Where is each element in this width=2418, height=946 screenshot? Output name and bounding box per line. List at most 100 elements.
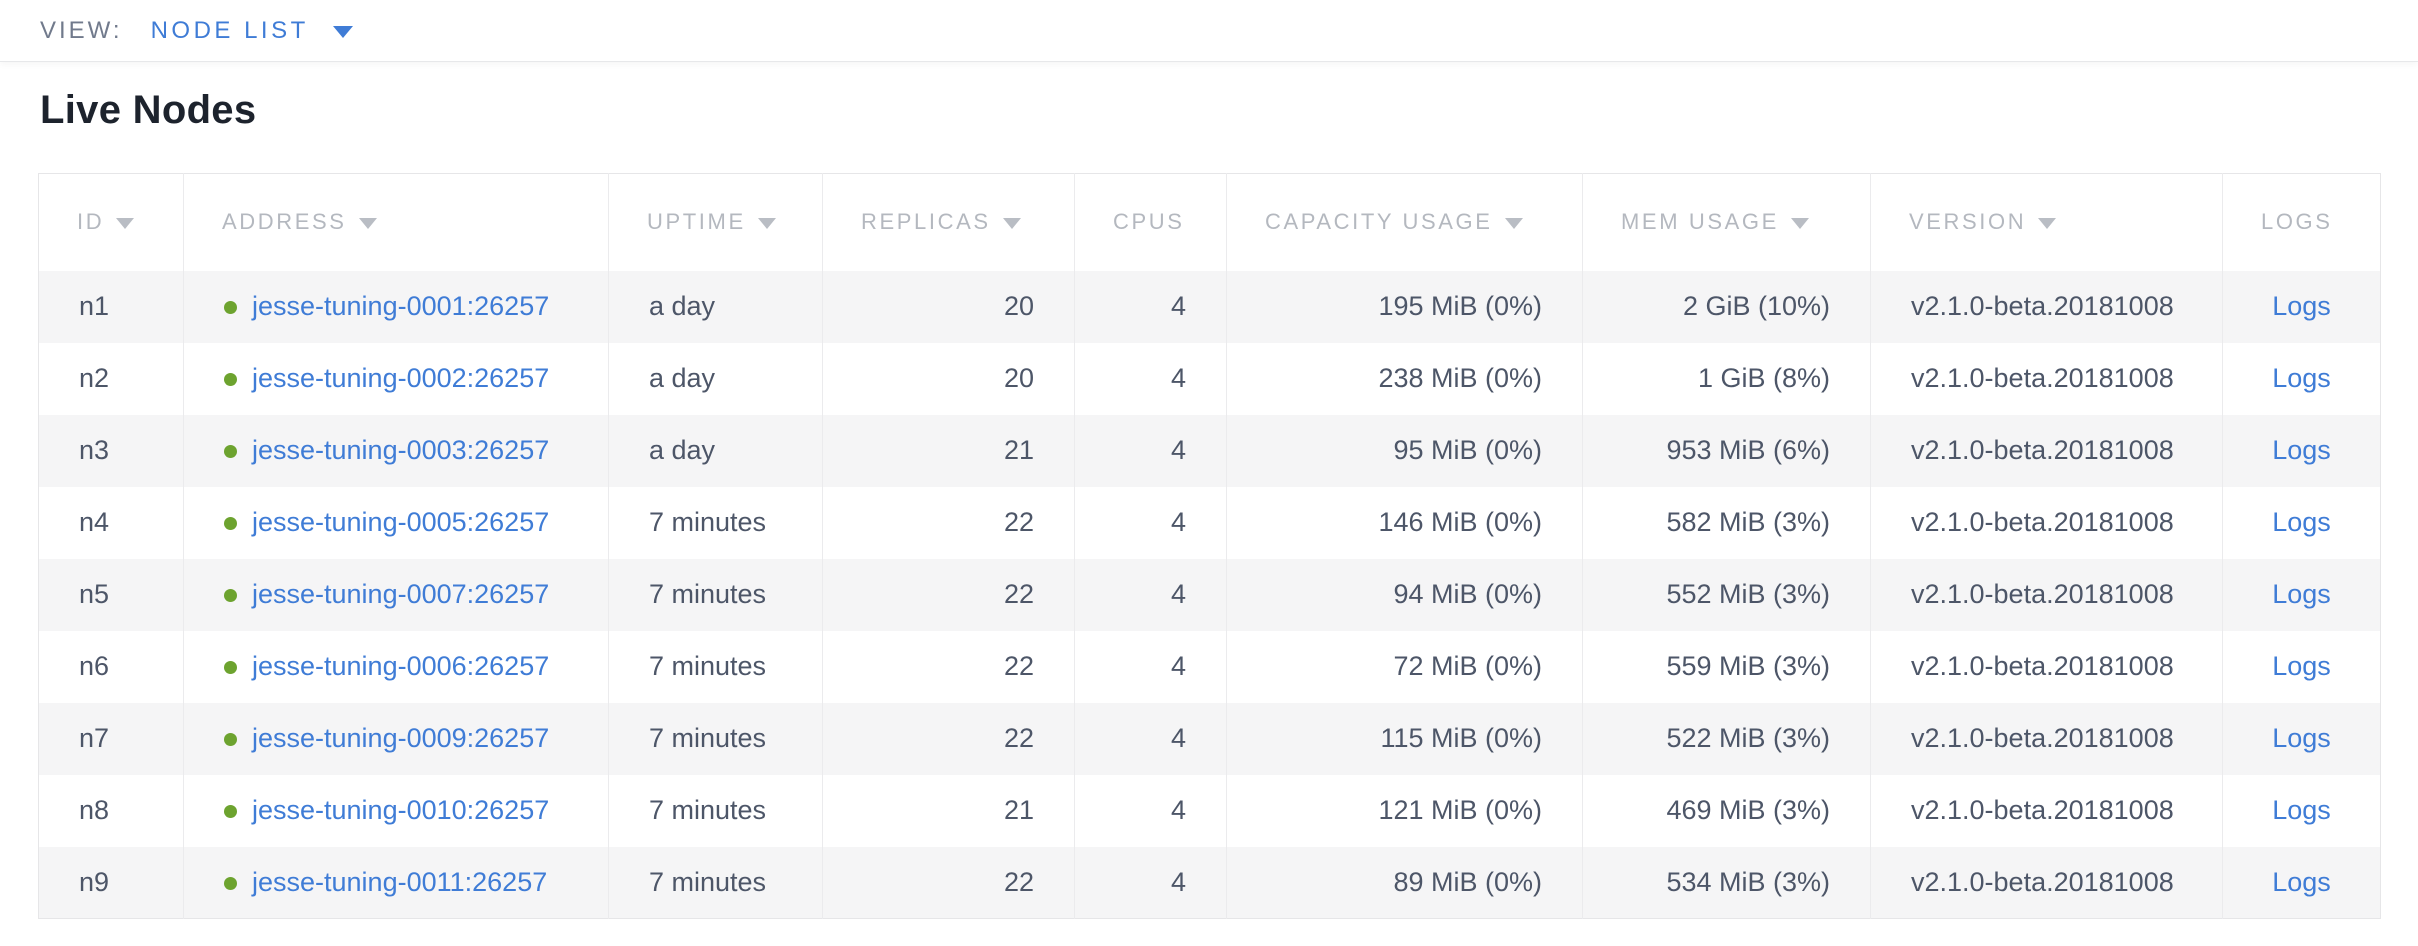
column-header-label: UPTIME	[647, 209, 746, 235]
column-header-capacity_usage[interactable]: CAPACITY USAGE	[1226, 173, 1583, 271]
cell-id: n5	[38, 558, 184, 631]
node-health-dot-icon	[224, 301, 237, 314]
column-header-version[interactable]: VERSION	[1870, 173, 2223, 271]
node-address-link[interactable]: jesse-tuning-0006:26257	[252, 651, 550, 681]
logs-link[interactable]: Logs	[2272, 507, 2331, 537]
cell-cpus: 4	[1074, 486, 1227, 559]
node-address-link[interactable]: jesse-tuning-0009:26257	[252, 723, 550, 753]
sort-arrow-icon	[2038, 218, 2057, 230]
cell-logs: Logs	[2223, 703, 2381, 775]
logs-link[interactable]: Logs	[2272, 795, 2331, 825]
cell-replicas: 22	[822, 702, 1075, 775]
cell-mem_usage: 552 MiB (3%)	[1582, 558, 1871, 631]
table-row: n6 jesse-tuning-0006:26257 7 minutes 22 4 72 …	[38, 630, 2381, 703]
node-address-link[interactable]: jesse-tuning-0001:26257	[252, 291, 550, 321]
cell-replicas: 22	[822, 558, 1075, 631]
cell-address: jesse-tuning-0005:26257	[183, 486, 609, 559]
logs-link[interactable]: Logs	[2272, 363, 2331, 393]
sort-arrow-icon	[1504, 218, 1523, 230]
cell-replicas: 20	[822, 342, 1075, 415]
table-row: n3 jesse-tuning-0003:26257 a day 21 4 95 MiB …	[38, 414, 2381, 487]
cell-capacity_usage: 195 MiB (0%)	[1226, 270, 1583, 343]
cell-mem_usage: 534 MiB (3%)	[1582, 846, 1871, 919]
cell-id: n8	[38, 774, 184, 847]
logs-link[interactable]: Logs	[2272, 723, 2331, 753]
node-health-dot-icon	[224, 661, 237, 674]
logs-link[interactable]: Logs	[2272, 435, 2331, 465]
cell-id: n7	[38, 702, 184, 775]
node-address-link[interactable]: jesse-tuning-0010:26257	[252, 795, 550, 825]
table-row: n2 jesse-tuning-0002:26257 a day 20 4 238 MiB…	[38, 342, 2381, 415]
table-row: n4 jesse-tuning-0005:26257 7 minutes 22 4 146…	[38, 486, 2381, 559]
column-header-uptime[interactable]: UPTIME	[608, 173, 823, 271]
sort-arrow-icon	[1790, 218, 1809, 230]
column-header-logs: LOGS	[2222, 173, 2381, 271]
cell-address: jesse-tuning-0011:26257	[183, 846, 609, 919]
live-nodes-table: ID ADDRESS UPTIME REPLICAS CPUS CAPACITY USAG…	[38, 173, 2381, 919]
node-address-link[interactable]: jesse-tuning-0007:26257	[252, 579, 550, 609]
view-label: VIEW:	[40, 16, 123, 44]
view-mode-dropdown[interactable]: NODE LIST	[151, 17, 353, 45]
column-header-label: ADDRESS	[222, 209, 347, 235]
node-address-link[interactable]: jesse-tuning-0002:26257	[252, 363, 550, 393]
cell-id: n6	[38, 630, 184, 703]
column-header-label: ID	[77, 209, 105, 235]
cell-version: v2.1.0-beta.20181008	[1870, 414, 2223, 487]
cell-mem_usage: 953 MiB (6%)	[1582, 414, 1871, 487]
logs-link[interactable]: Logs	[2272, 579, 2331, 609]
column-header-mem_usage[interactable]: MEM USAGE	[1582, 173, 1871, 271]
cell-uptime: 7 minutes	[608, 774, 823, 847]
cell-cpus: 4	[1074, 630, 1227, 703]
column-header-id[interactable]: ID	[38, 173, 184, 271]
node-address-link[interactable]: jesse-tuning-0003:26257	[252, 435, 550, 465]
column-header-label: LOGS	[2261, 209, 2333, 235]
cell-cpus: 4	[1074, 342, 1227, 415]
cell-replicas: 21	[822, 774, 1075, 847]
column-header-label: MEM USAGE	[1621, 209, 1779, 235]
cell-address: jesse-tuning-0002:26257	[183, 342, 609, 415]
cell-mem_usage: 559 MiB (3%)	[1582, 630, 1871, 703]
column-header-replicas[interactable]: REPLICAS	[822, 173, 1075, 271]
column-header-label: CAPACITY USAGE	[1265, 209, 1493, 235]
cell-id: n4	[38, 486, 184, 559]
cell-version: v2.1.0-beta.20181008	[1870, 342, 2223, 415]
cell-logs: Logs	[2223, 847, 2381, 919]
node-address-link[interactable]: jesse-tuning-0005:26257	[252, 507, 550, 537]
view-mode-bar: VIEW: NODE LIST	[0, 0, 2418, 62]
cell-address: jesse-tuning-0006:26257	[183, 630, 609, 703]
cell-mem_usage: 522 MiB (3%)	[1582, 702, 1871, 775]
node-health-dot-icon	[224, 517, 237, 530]
cell-mem_usage: 1 GiB (8%)	[1582, 342, 1871, 415]
cell-mem_usage: 2 GiB (10%)	[1582, 270, 1871, 343]
logs-link[interactable]: Logs	[2272, 651, 2331, 681]
cell-uptime: a day	[608, 414, 823, 487]
column-header-label: CPUS	[1113, 209, 1185, 235]
table-row: n7 jesse-tuning-0009:26257 7 minutes 22 4 115…	[38, 702, 2381, 775]
column-header-address[interactable]: ADDRESS	[183, 173, 609, 271]
table-header: ID ADDRESS UPTIME REPLICAS CPUS CAPACITY USAG…	[38, 173, 2381, 271]
node-address-link[interactable]: jesse-tuning-0011:26257	[252, 866, 548, 897]
sort-arrow-icon	[116, 218, 135, 230]
node-health-dot-icon	[224, 445, 237, 458]
cell-capacity_usage: 115 MiB (0%)	[1226, 702, 1583, 775]
cell-address: jesse-tuning-0001:26257	[183, 270, 609, 343]
table-row: n1 jesse-tuning-0001:26257 a day 20 4 195 MiB…	[38, 270, 2381, 343]
cell-capacity_usage: 89 MiB (0%)	[1226, 846, 1583, 919]
cell-uptime: 7 minutes	[608, 846, 823, 919]
cell-id: n3	[38, 414, 184, 487]
node-health-dot-icon	[224, 733, 237, 746]
cell-uptime: 7 minutes	[608, 702, 823, 775]
logs-link[interactable]: Logs	[2272, 291, 2331, 321]
cell-logs: Logs	[2223, 559, 2381, 631]
sort-arrow-icon	[1002, 218, 1021, 230]
cell-uptime: a day	[608, 342, 823, 415]
cell-id: n2	[38, 342, 184, 415]
table-row: n5 jesse-tuning-0007:26257 7 minutes 22 4 94 …	[38, 558, 2381, 631]
cell-capacity_usage: 121 MiB (0%)	[1226, 774, 1583, 847]
cell-replicas: 22	[822, 846, 1075, 919]
cell-version: v2.1.0-beta.20181008	[1870, 270, 2223, 343]
cell-version: v2.1.0-beta.20181008	[1870, 702, 2223, 775]
node-health-dot-icon	[224, 373, 237, 386]
cell-uptime: 7 minutes	[608, 558, 823, 631]
logs-link[interactable]: Logs	[2272, 866, 2331, 897]
